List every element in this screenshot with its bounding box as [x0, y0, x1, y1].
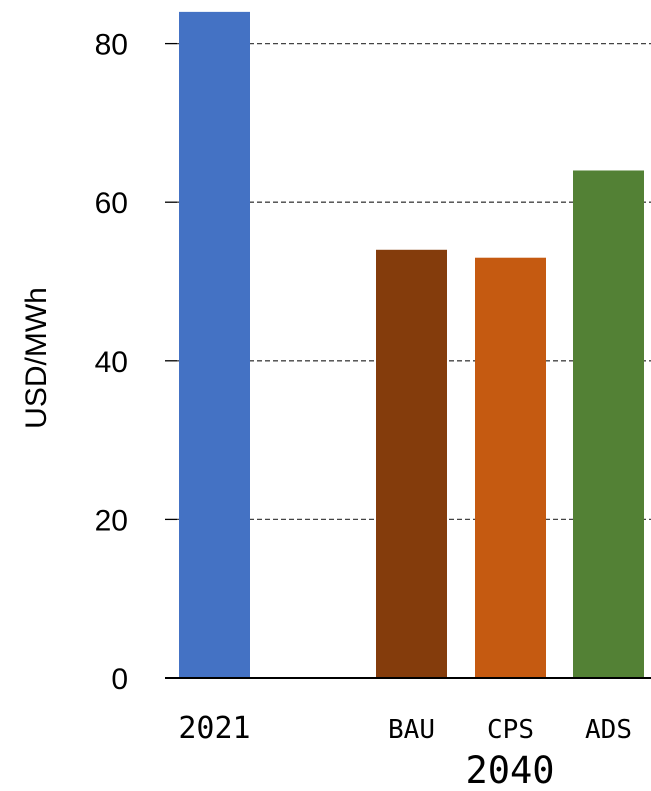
- x-tick-labels: 2021 BAU CPS ADS: [178, 711, 632, 746]
- bars: [179, 11, 644, 679]
- bar-2021: [179, 11, 250, 678]
- y-axis-title: USD/MWh: [20, 287, 53, 429]
- y-tick-labels: 0 20 40 60 80: [95, 29, 128, 696]
- y-tick-label-40: 40: [95, 346, 128, 379]
- y-tick-label-80: 80: [95, 29, 128, 62]
- x-tick-label-2021: 2021: [178, 711, 250, 746]
- y-tick-label-0: 0: [111, 663, 128, 696]
- x-tick-label-cps: CPS: [487, 715, 534, 745]
- group-label: 2040: [465, 749, 554, 791]
- y-tick-label-60: 60: [95, 187, 128, 220]
- x-tick-label-ads: ADS: [585, 715, 632, 745]
- bar-bau: [376, 249, 447, 678]
- y-tick-label-20: 20: [95, 504, 128, 537]
- x-tick-label-bau: BAU: [388, 715, 435, 745]
- bar-cps: [475, 257, 546, 678]
- bar-ads: [573, 170, 644, 679]
